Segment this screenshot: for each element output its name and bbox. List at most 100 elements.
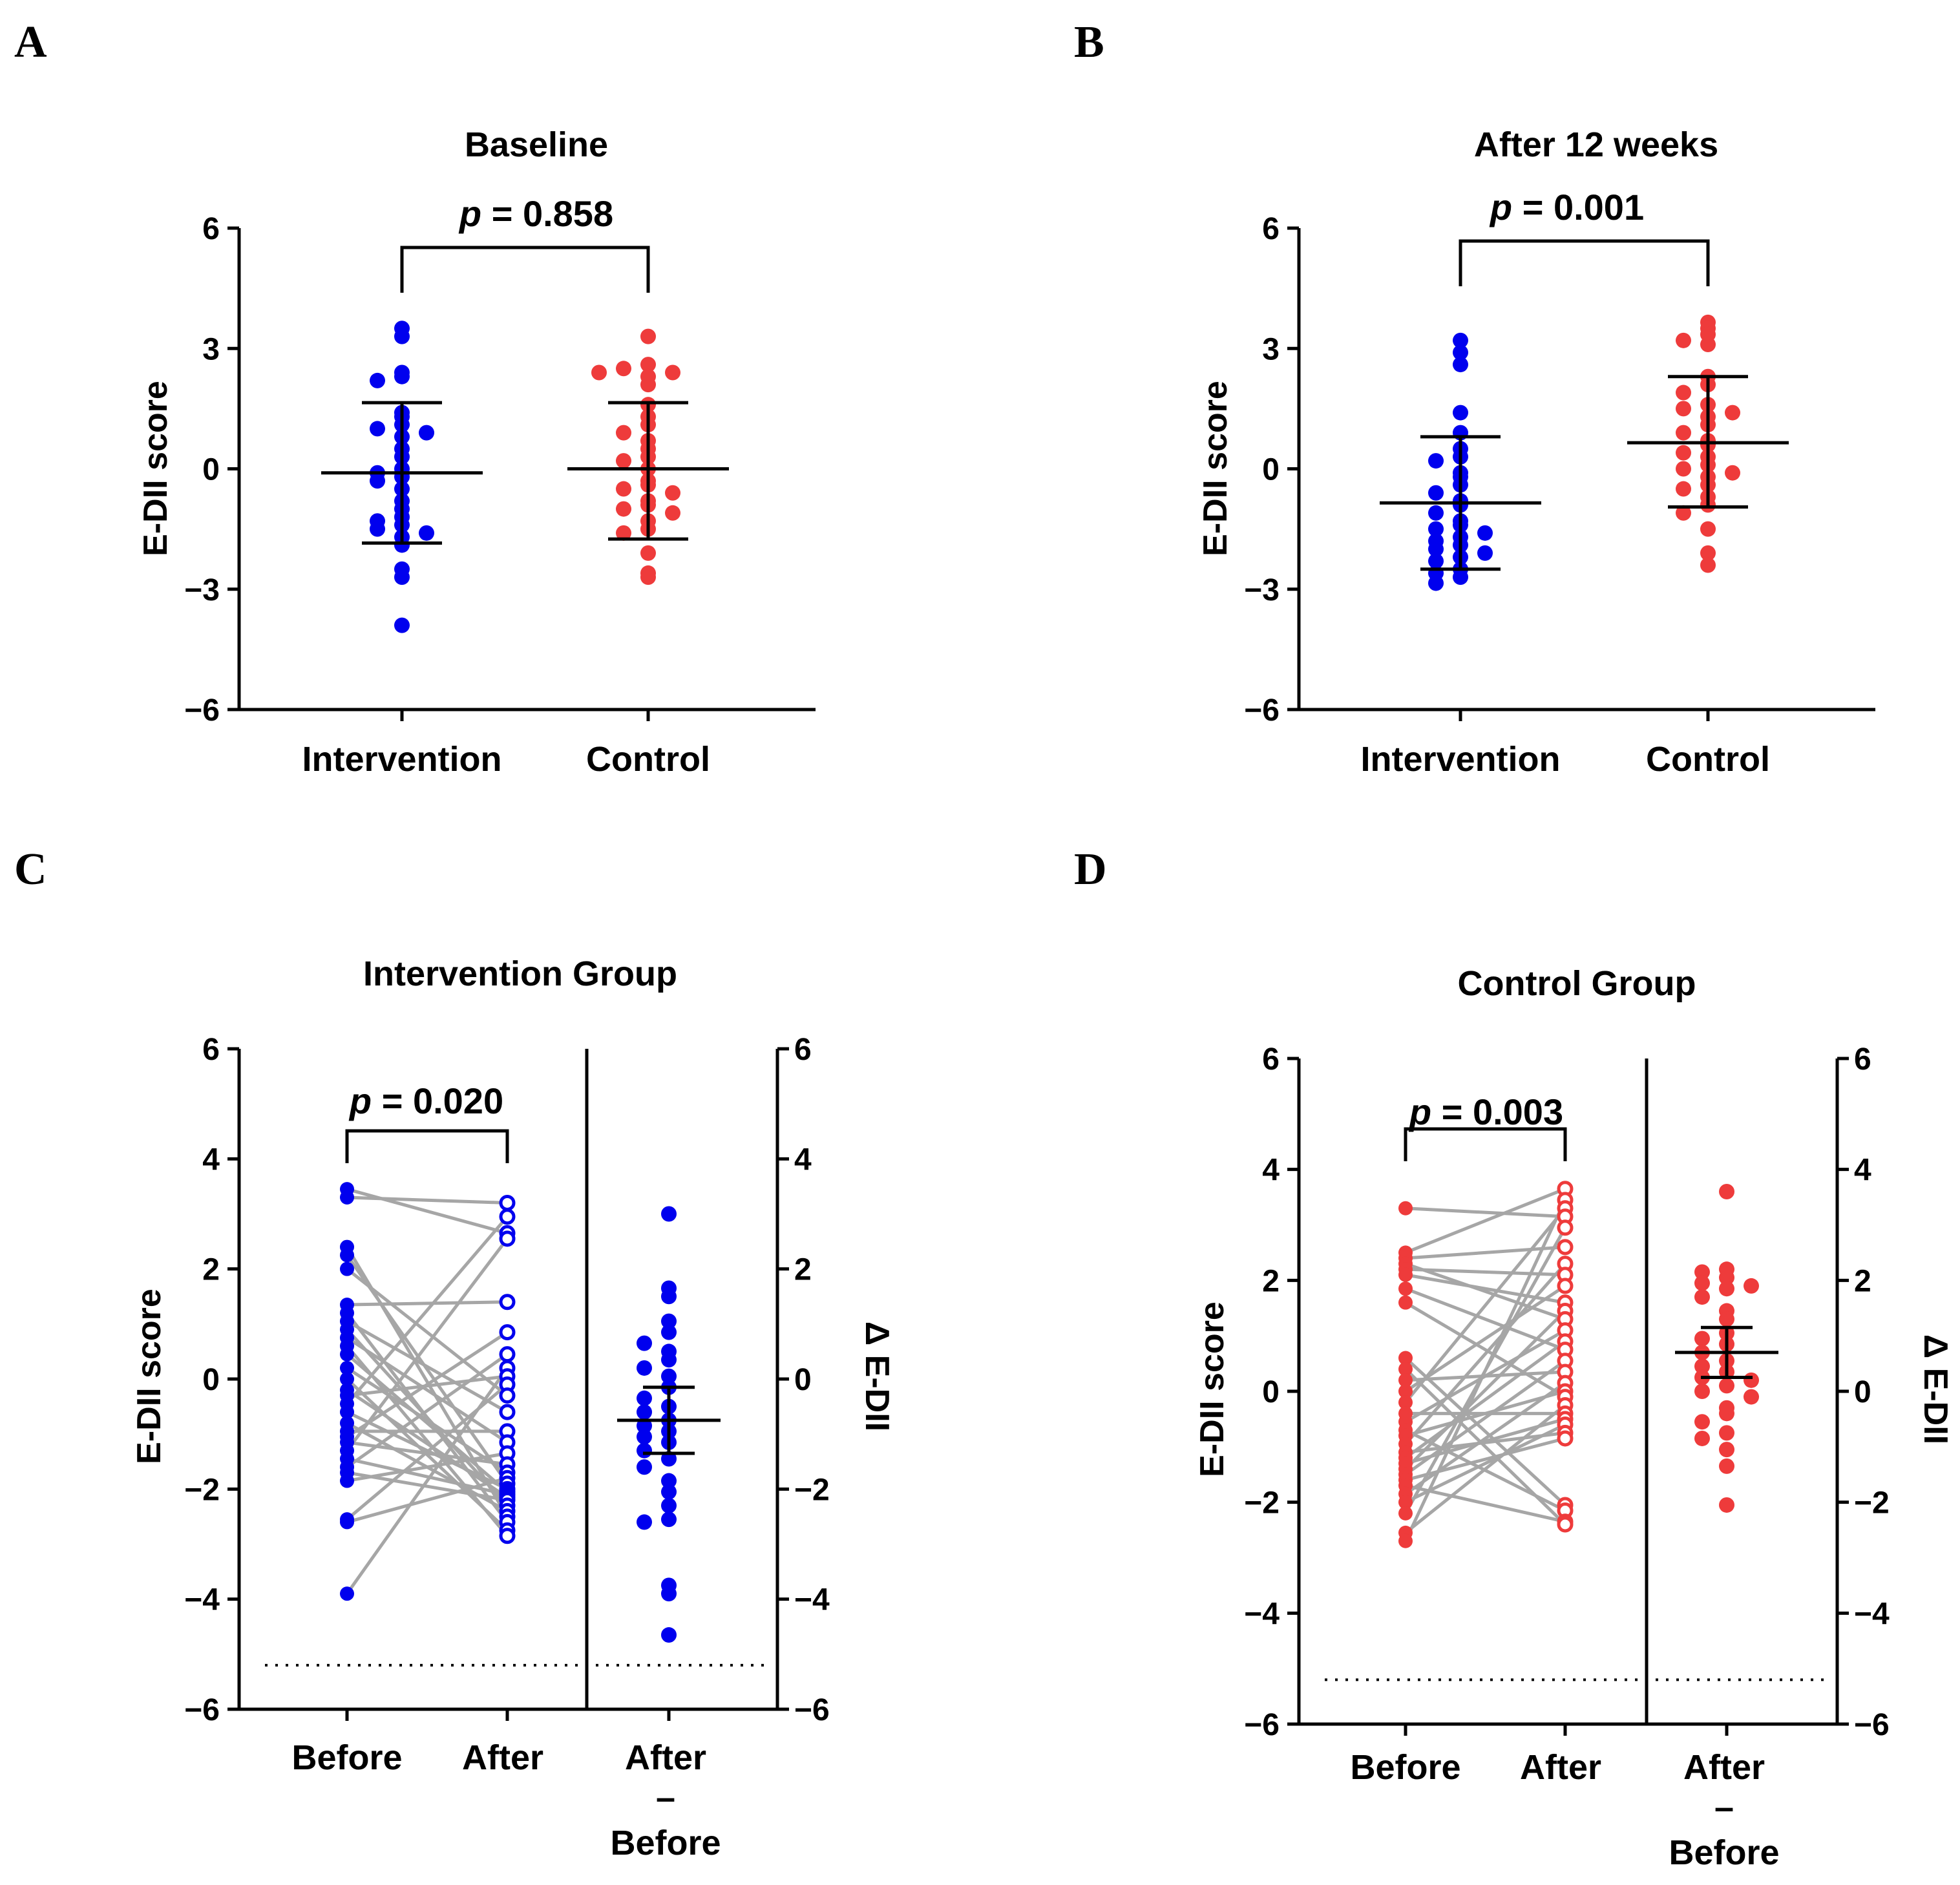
panel-d-tick-label: 4 bbox=[1262, 1153, 1280, 1188]
panel-b-category-control: Control bbox=[1646, 740, 1770, 779]
panel-c-point-after bbox=[499, 1387, 516, 1404]
panel-a-point-control bbox=[616, 425, 631, 441]
panel-d-point-before bbox=[1398, 1201, 1413, 1216]
panel-a-point-control bbox=[591, 364, 607, 381]
panel-c-right-tick-label: 2 bbox=[794, 1253, 812, 1287]
panel-d-point-delta bbox=[1719, 1497, 1734, 1513]
panel-letter-c: C bbox=[14, 845, 47, 894]
panel-d-significance-bracket bbox=[1404, 1127, 1567, 1161]
panel-b-point-control bbox=[1676, 505, 1691, 521]
panel-d-pair-line bbox=[1404, 1359, 1566, 1476]
panel-d-point-delta bbox=[1694, 1430, 1710, 1446]
panel-b-point-control bbox=[1725, 465, 1740, 481]
panel-c-pair-line bbox=[346, 1237, 509, 1452]
panel-c-point-delta bbox=[661, 1473, 677, 1489]
panel-c-point-delta bbox=[661, 1368, 677, 1384]
panel-c-point-delta bbox=[661, 1451, 677, 1467]
panel-a-point-control bbox=[616, 501, 631, 517]
panel-c-right-tick-label: 4 bbox=[794, 1143, 812, 1177]
panel-a-point-intervention bbox=[394, 368, 410, 384]
panel-b: B After 12 weeks p = 0.001 E-DII score I… bbox=[1074, 17, 1875, 779]
panel-c-tick-label: −2 bbox=[184, 1473, 220, 1507]
panel-b-tick-label: 6 bbox=[1262, 212, 1280, 246]
panel-a-point-control bbox=[640, 569, 656, 585]
panel-c-point-delta bbox=[661, 1627, 677, 1643]
panel-letter-b: B bbox=[1074, 17, 1104, 67]
panel-c-tick-label: −4 bbox=[184, 1583, 220, 1617]
panel-b-p-value: p = 0.001 bbox=[1489, 187, 1644, 227]
panel-c-pair-line bbox=[346, 1366, 509, 1474]
panel-d-right-tick-label: 4 bbox=[1854, 1153, 1871, 1188]
panel-d-point-before bbox=[1398, 1533, 1413, 1548]
panel-d-pair-line bbox=[1404, 1199, 1567, 1542]
panel-letter-a: A bbox=[14, 17, 47, 67]
panel-c-pair-line bbox=[346, 1388, 509, 1499]
panel-d-pair-line bbox=[1405, 1273, 1566, 1305]
panel-d-pair-line bbox=[1404, 1340, 1566, 1460]
panel-c-point-before bbox=[340, 1372, 354, 1386]
panel-c-right-tick-label: −6 bbox=[794, 1693, 830, 1727]
panel-c-right-tick-label: 6 bbox=[794, 1033, 812, 1067]
panel-d-point-after bbox=[1557, 1430, 1574, 1447]
panel-a-point-intervention bbox=[394, 537, 410, 553]
panel-c-point-delta bbox=[637, 1390, 652, 1406]
panel-c-significance-bracket bbox=[345, 1129, 509, 1163]
panel-d-right-tick-label: −2 bbox=[1854, 1486, 1890, 1521]
panel-c-point-after bbox=[499, 1194, 516, 1211]
panel-b-point-control bbox=[1676, 425, 1691, 441]
panel-d-tick-label: −4 bbox=[1244, 1597, 1280, 1631]
panel-d-pair-line bbox=[1404, 1356, 1566, 1506]
panel-d-tick-label: −6 bbox=[1244, 1708, 1280, 1742]
panel-d-point-delta bbox=[1719, 1270, 1734, 1286]
panel-a: A Baseline p = 0.858 E-DII score Interve… bbox=[14, 17, 816, 779]
panel-a-tick-label: −6 bbox=[184, 693, 220, 728]
panel-c-pair-line bbox=[346, 1187, 508, 1235]
panel-b-point-control bbox=[1700, 557, 1716, 573]
panel-c-point-delta bbox=[637, 1459, 652, 1475]
panel-d-point-delta bbox=[1719, 1442, 1734, 1458]
panel-a-point-control bbox=[665, 485, 680, 501]
panel-a-point-intervention bbox=[370, 372, 385, 388]
panel-d-right-tick-label: 0 bbox=[1854, 1375, 1871, 1409]
panel-c-diff-label-line2: – bbox=[656, 1778, 675, 1817]
panel-d-tick-label: 2 bbox=[1262, 1264, 1280, 1298]
panel-c-tick-label: 6 bbox=[202, 1033, 220, 1067]
panel-c-tick-label: 2 bbox=[202, 1253, 220, 1287]
panel-a-point-intervention bbox=[394, 328, 410, 344]
panel-c-point-delta bbox=[637, 1442, 652, 1459]
panel-a-point-control bbox=[640, 328, 656, 344]
panel-a-point-intervention bbox=[370, 521, 385, 537]
panel-d-point-before bbox=[1398, 1267, 1413, 1282]
panel-a-point-control bbox=[616, 481, 631, 497]
panel-b-point-control bbox=[1676, 384, 1691, 401]
panel-b-point-intervention bbox=[1428, 521, 1444, 537]
panel-d-right-tick-label: 6 bbox=[1854, 1042, 1871, 1077]
panel-b-tick-label: 3 bbox=[1262, 332, 1280, 366]
panel-d-point-after bbox=[1557, 1219, 1574, 1236]
panel-b-point-control bbox=[1700, 337, 1716, 353]
panel-c-pair-line bbox=[346, 1320, 509, 1414]
panel-b-point-intervention bbox=[1428, 553, 1444, 569]
panel-d-point-before bbox=[1398, 1395, 1413, 1410]
panel-c-point-delta bbox=[637, 1418, 652, 1434]
panel-d-tick-label: 0 bbox=[1262, 1375, 1280, 1409]
panel-d-point-delta bbox=[1694, 1289, 1710, 1305]
panel-c-point-after bbox=[499, 1230, 516, 1247]
panel-c-pair-line bbox=[346, 1300, 508, 1307]
panel-b-point-intervention bbox=[1453, 332, 1468, 348]
panel-a-point-intervention bbox=[370, 473, 385, 489]
panel-c-point-before bbox=[340, 1248, 354, 1263]
panel-a-point-control bbox=[640, 377, 656, 393]
panel-a-point-control bbox=[640, 545, 656, 561]
panel-c-diff-label-line3: Before bbox=[610, 1824, 721, 1862]
panel-d-point-delta bbox=[1694, 1384, 1710, 1399]
panel-c-y-axis-label: E-DII score bbox=[131, 1289, 168, 1464]
panel-c-point-after bbox=[499, 1208, 516, 1225]
panel-d-point-delta bbox=[1744, 1389, 1759, 1405]
panel-d-point-delta bbox=[1719, 1458, 1734, 1474]
panel-b-point-control bbox=[1676, 445, 1691, 461]
panel-d-p-value: p = 0.003 bbox=[1408, 1091, 1563, 1132]
panel-a-point-control bbox=[616, 453, 631, 469]
